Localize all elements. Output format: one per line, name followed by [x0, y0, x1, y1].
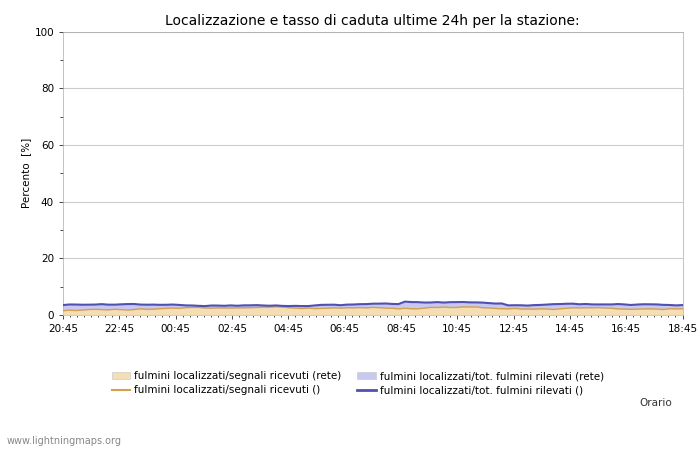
Y-axis label: Percento  [%]: Percento [%]: [22, 138, 32, 208]
Title: Localizzazione e tasso di caduta ultime 24h per la stazione:: Localizzazione e tasso di caduta ultime …: [165, 14, 580, 27]
Legend: fulmini localizzati/segnali ricevuti (rete), fulmini localizzati/segnali ricevut: fulmini localizzati/segnali ricevuti (re…: [111, 371, 604, 396]
Text: Orario: Orario: [639, 398, 672, 408]
Text: www.lightningmaps.org: www.lightningmaps.org: [7, 436, 122, 446]
